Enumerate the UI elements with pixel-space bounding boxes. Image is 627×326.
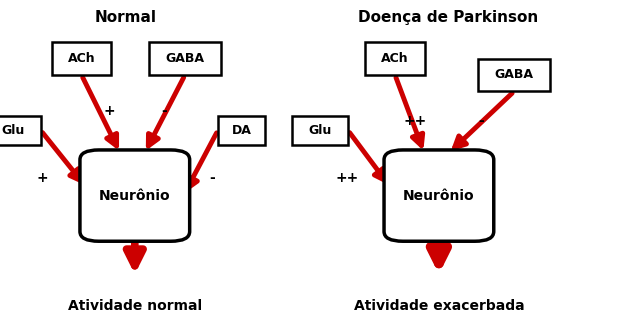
Text: DA: DA bbox=[231, 124, 251, 137]
FancyBboxPatch shape bbox=[80, 150, 189, 241]
Text: -: - bbox=[209, 171, 215, 185]
Text: Atividade normal: Atividade normal bbox=[68, 299, 202, 313]
Text: Glu: Glu bbox=[1, 124, 24, 137]
Text: GABA: GABA bbox=[166, 52, 204, 65]
Text: +: + bbox=[37, 171, 48, 185]
Bar bbox=[0, 116, 41, 145]
Text: GABA: GABA bbox=[495, 68, 534, 82]
Bar bbox=[149, 42, 221, 75]
Bar bbox=[292, 116, 348, 145]
Text: Normal: Normal bbox=[95, 10, 156, 25]
Text: Glu: Glu bbox=[308, 124, 332, 137]
Text: Atividade exacerbada: Atividade exacerbada bbox=[354, 299, 524, 313]
Bar bbox=[51, 42, 112, 75]
Text: ++: ++ bbox=[403, 114, 427, 127]
Text: ++: ++ bbox=[335, 171, 359, 185]
FancyBboxPatch shape bbox=[384, 150, 493, 241]
Text: +: + bbox=[104, 104, 115, 118]
Text: Neurônio: Neurônio bbox=[99, 189, 171, 202]
Bar bbox=[478, 59, 551, 91]
Bar bbox=[365, 42, 425, 75]
Text: Doença de Parkinson: Doença de Parkinson bbox=[358, 10, 539, 25]
Text: -: - bbox=[161, 104, 167, 118]
Text: -: - bbox=[478, 114, 485, 127]
Text: ACh: ACh bbox=[381, 52, 409, 65]
Text: Neurônio: Neurônio bbox=[403, 189, 475, 202]
Text: ACh: ACh bbox=[68, 52, 95, 65]
Bar bbox=[218, 116, 265, 145]
